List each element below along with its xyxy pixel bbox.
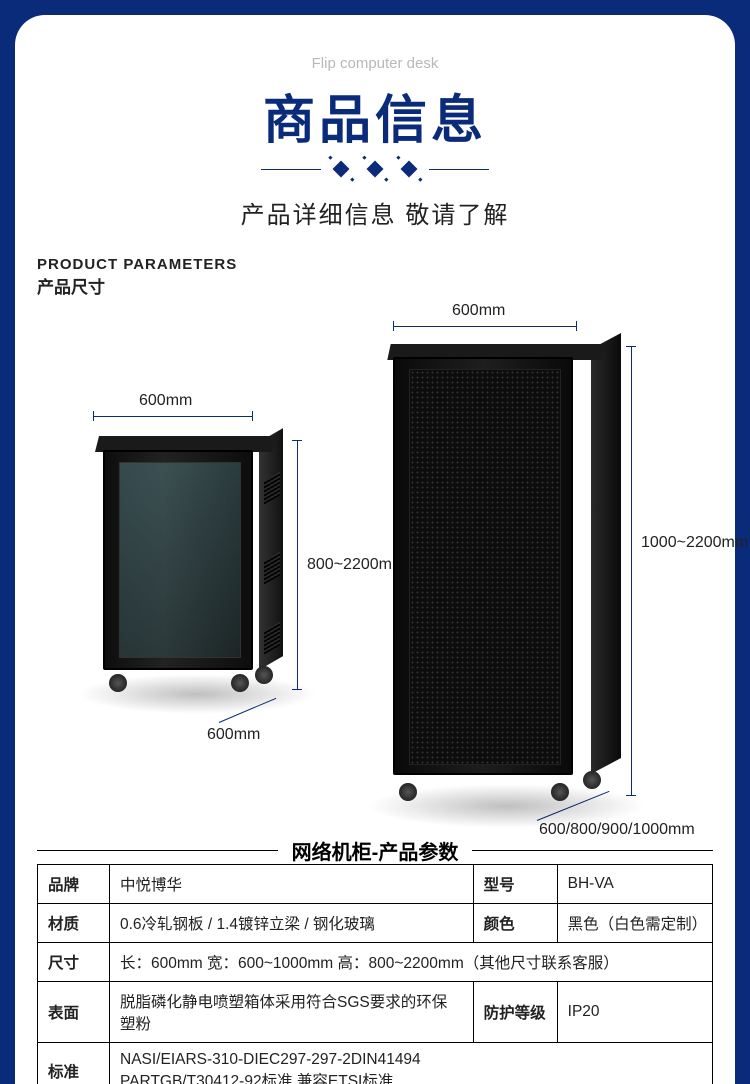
tagline: 产品详细信息 敬请了解 — [37, 195, 713, 230]
std-line2: PARTGB/T30412-92标准,兼容ETSI标准 — [120, 1073, 393, 1084]
cell-label: 表面 — [38, 982, 110, 1043]
params-table: 网络机柜-产品参数 品牌 中悦博华 型号 BH-VA 材质 0.6冷轧钢板 / … — [37, 836, 713, 1084]
cell-value: 脱脂磷化静电喷塑箱体采用符合SGS要求的环保塑粉 — [110, 982, 474, 1043]
dim-line — [393, 326, 577, 327]
cell-label: 型号 — [473, 865, 557, 904]
dimension-diagram: 600mm 800~2200mm 600mm 600mm 1000~2200mm… — [37, 304, 713, 834]
cell-value: 黑色（白色需定制） — [557, 904, 712, 943]
dim-line — [93, 416, 253, 417]
cell-label: 品牌 — [38, 865, 110, 904]
cell-label: 标准 — [38, 1043, 110, 1084]
cell-value: NASI/EIARS-310-DIEC297-297-2DIN41494 PAR… — [110, 1043, 713, 1084]
dim-label-small-width: 600mm — [139, 392, 192, 410]
dim-label-small-depth: 600mm — [207, 726, 260, 744]
cell-value: BH-VA — [557, 865, 712, 904]
table-row: 尺寸 长：600mm 宽：600~1000mm 高：800~2200mm（其他尺… — [38, 943, 713, 982]
cell-value: 中悦博华 — [110, 865, 474, 904]
table-row: 表面 脱脂磷化静电喷塑箱体采用符合SGS要求的环保塑粉 防护等级 IP20 — [38, 982, 713, 1043]
cell-label: 颜色 — [473, 904, 557, 943]
section-heading-cn: 产品尺寸 — [37, 273, 713, 298]
cabinet-large-icon — [393, 344, 598, 799]
cell-value: IP20 — [557, 982, 712, 1043]
cell-label: 材质 — [38, 904, 110, 943]
title-divider — [37, 163, 713, 175]
page-title: 商品信息 — [37, 78, 713, 153]
cabinet-small-icon — [103, 436, 268, 690]
dim-label-small-height: 800~2200mm — [307, 556, 405, 574]
cell-label: 尺寸 — [38, 943, 110, 982]
cell-value: 长：600mm 宽：600~1000mm 高：800~2200mm（其他尺寸联系… — [110, 943, 713, 982]
dim-line — [297, 440, 298, 690]
dim-line — [631, 346, 632, 796]
page-frame: Flip computer desk 商品信息 产品详细信息 敬请了解 PROD… — [0, 0, 750, 1084]
table-row: 品牌 中悦博华 型号 BH-VA — [38, 865, 713, 904]
table-title: 网络机柜-产品参数 — [286, 836, 465, 865]
dim-label-large-width: 600mm — [452, 302, 505, 320]
cell-label: 防护等级 — [473, 982, 557, 1043]
dim-label-large-height: 1000~2200mm — [641, 534, 748, 552]
subtitle-en: Flip computer desk — [37, 55, 713, 72]
section-heading-en: PRODUCT PARAMETERS — [37, 256, 713, 273]
cell-value: 0.6冷轧钢板 / 1.4镀锌立梁 / 钢化玻璃 — [110, 904, 474, 943]
diamond-dots-icon — [335, 163, 415, 175]
content-card: Flip computer desk 商品信息 产品详细信息 敬请了解 PROD… — [15, 15, 735, 1084]
table-row: 材质 0.6冷轧钢板 / 1.4镀锌立梁 / 钢化玻璃 颜色 黑色（白色需定制） — [38, 904, 713, 943]
table-row: 标准 NASI/EIARS-310-DIEC297-297-2DIN41494 … — [38, 1043, 713, 1084]
std-line1: NASI/EIARS-310-DIEC297-297-2DIN41494 — [120, 1051, 421, 1068]
